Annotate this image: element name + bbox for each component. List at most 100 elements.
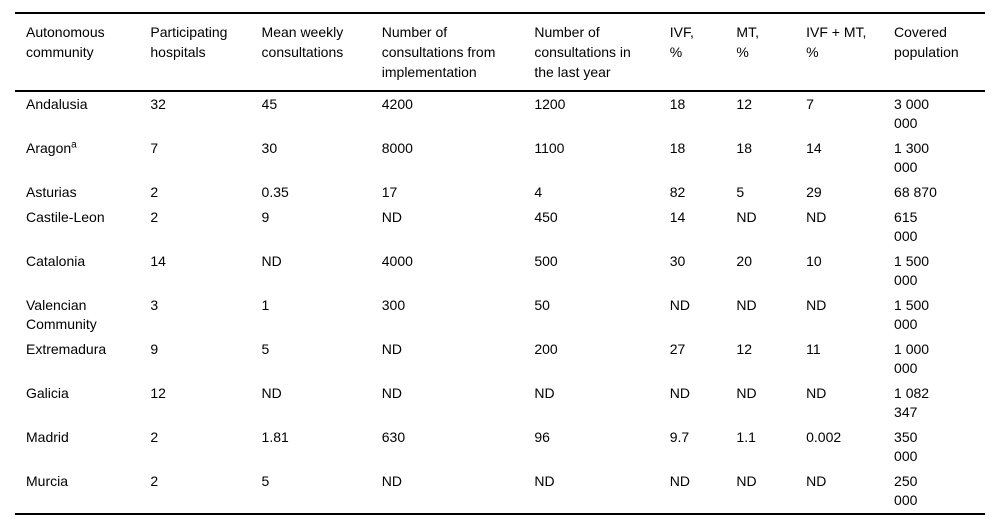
column-header-last_year: Number of consultations in the last year	[534, 24, 631, 80]
cell-mt: ND	[736, 297, 757, 313]
cell-hospitals: 9	[150, 341, 159, 357]
cell-last_year: 1100	[534, 140, 565, 156]
cell-community: Castile-Leon	[26, 209, 105, 225]
cell-since_implementation: 17	[381, 184, 398, 200]
cell-hospitals: 2	[150, 209, 159, 225]
cell-mt: ND	[736, 473, 757, 489]
cell-community: Extremadura	[26, 341, 107, 357]
cell-mt: ND	[736, 385, 757, 401]
cell-mt: 12	[736, 341, 752, 357]
cell-community: Murcia	[26, 473, 69, 489]
cell-ivf: 82	[669, 184, 686, 200]
cell-last_year: 96	[534, 429, 550, 445]
cell-population: 250 000	[894, 473, 918, 508]
cell-hospitals: 3	[150, 297, 159, 313]
cell-mean_weekly: 0.35	[261, 184, 289, 200]
cell-ivf: 18	[669, 140, 686, 156]
cell-ivf: 14	[669, 209, 686, 225]
cell-mt: 12	[736, 96, 752, 112]
cell-since_implementation: 630	[381, 429, 406, 445]
cell-ivf: ND	[669, 385, 690, 401]
cell-mt: 5	[736, 184, 745, 200]
cell-community: Andalusia	[26, 96, 88, 112]
cell-population: 1 500 000	[894, 297, 930, 332]
cell-last_year: 1200	[534, 96, 566, 112]
cell-ivf_mt: ND	[806, 385, 827, 401]
table-row: Valencian Community 3 1 300 50 ND ND ND 1 500 00…	[15, 293, 985, 337]
cell-ivf_mt: ND	[806, 297, 827, 313]
cell-since_implementation: 4000	[381, 253, 413, 269]
cell-ivf: 18	[669, 96, 686, 112]
cell-ivf: 30	[669, 253, 686, 269]
column-header-ivf_mt: IVF + MT, %	[806, 24, 867, 60]
cell-ivf: ND	[669, 473, 690, 489]
cell-mean_weekly: 30	[261, 140, 278, 156]
cell-population: 615 000	[894, 209, 918, 244]
cell-mean_weekly: 1.81	[261, 429, 289, 445]
cell-population: 1 082 347	[894, 385, 930, 420]
cell-community: Asturias	[26, 184, 77, 200]
cell-since_implementation: ND	[381, 209, 402, 225]
cell-mean_weekly: ND	[261, 385, 282, 401]
table-row: Castile-Leon 2 9 ND 450 14 ND ND 615 000	[15, 205, 985, 249]
cell-hospitals: 7	[150, 140, 159, 156]
cell-hospitals: 14	[150, 253, 166, 269]
cell-mt: 18	[736, 140, 752, 156]
cell-ivf: 27	[669, 341, 686, 357]
cell-last_year: 500	[534, 253, 558, 269]
cell-mean_weekly: 5	[261, 473, 270, 489]
column-header-mt: MT, %	[736, 24, 759, 60]
cell-population: 3 000 000	[894, 96, 930, 131]
cell-mean_weekly: ND	[261, 253, 282, 269]
header-row: Autonomous community Participating hospit…	[15, 13, 985, 91]
cell-community: Valencian Community	[26, 297, 97, 332]
column-header-mean_weekly: Mean weekly consultations	[261, 24, 344, 60]
cell-hospitals: 2	[150, 429, 159, 445]
cell-since_implementation: ND	[381, 473, 402, 489]
cell-last_year: 450	[534, 209, 558, 225]
table-row: Aragona 7 30 8000 1100 18 18 14 1 300 000	[15, 136, 985, 180]
table-row: Madrid 2 1.81 630 96 9.7 1.1 0.002 350 000	[15, 425, 985, 469]
cell-ivf: ND	[669, 297, 690, 313]
cell-population: 1 300 000	[894, 140, 930, 175]
cell-mt: 20	[736, 253, 752, 269]
cell-population: 1 500 000	[894, 253, 930, 288]
cell-hospitals: 12	[150, 385, 166, 401]
cell-mean_weekly: 1	[261, 297, 270, 313]
table-row: Murcia 2 5 ND ND ND ND ND 250 000	[15, 469, 985, 514]
cell-since_implementation: 300	[381, 297, 406, 313]
page: Autonomous community Participating hospit…	[15, 12, 985, 515]
table-row: Andalusia 32 45 4200 1200 18 12 7 3 000 000	[15, 91, 985, 136]
cell-community: Aragona	[26, 139, 77, 156]
column-header-since_implementation: Number of consultations from implementat…	[381, 24, 496, 80]
table-row: Extremadura 9 5 ND 200 27 12 11 1 000 000	[15, 337, 985, 381]
cell-population: 1 000 000	[894, 341, 930, 376]
cell-last_year: 4	[534, 184, 543, 200]
cell-ivf_mt: 14	[806, 140, 822, 156]
cell-ivf_mt: 0.002	[806, 429, 842, 445]
cell-since_implementation: ND	[381, 341, 402, 357]
cell-population: 350 000	[894, 429, 918, 464]
cell-ivf_mt: ND	[806, 209, 827, 225]
table-row: Catalonia 14 ND 4000 500 30 20 10 1 500 000	[15, 249, 985, 293]
cell-population: 68 870	[894, 184, 937, 200]
cell-mean_weekly: 45	[261, 96, 278, 112]
cell-ivf_mt: 7	[806, 96, 814, 112]
cell-ivf_mt: ND	[806, 473, 827, 489]
column-header-ivf: IVF, %	[669, 24, 694, 60]
cell-ivf: 9.7	[669, 429, 690, 445]
cell-since_implementation: ND	[381, 385, 402, 401]
cell-last_year: 50	[534, 297, 550, 313]
cell-mt: 1.1	[736, 429, 756, 445]
cell-since_implementation: 8000	[381, 140, 413, 156]
consultations-table: Autonomous community Participating hospit…	[15, 12, 985, 515]
table-row: Asturias 2 0.35 17 4 82 5 29 68 870	[15, 180, 985, 205]
cell-ivf_mt: 29	[806, 184, 822, 200]
cell-mean_weekly: 5	[261, 341, 270, 357]
cell-hospitals: 2	[150, 184, 159, 200]
cell-ivf_mt: 11	[806, 341, 821, 357]
cell-hospitals: 2	[150, 473, 159, 489]
footnote-marker: a	[71, 139, 77, 151]
cell-community: Catalonia	[26, 253, 86, 269]
cell-ivf_mt: 10	[806, 253, 822, 269]
